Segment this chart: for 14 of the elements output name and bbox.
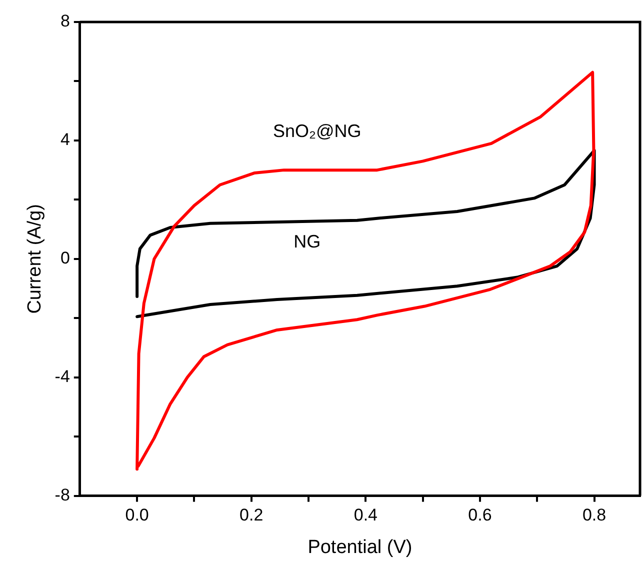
series-label: SnO₂@NG	[272, 121, 362, 142]
y-tick-label: 8	[60, 12, 70, 31]
y-tick-label: -4	[54, 367, 70, 386]
x-tick-label: 0.6	[468, 506, 492, 525]
y-tick-label: 4	[60, 130, 70, 150]
x-tick-label: 0.0	[125, 506, 149, 525]
series-label: NG	[294, 231, 321, 252]
x-tick-label: 0.8	[582, 506, 606, 525]
y-tick-label: 0	[60, 248, 70, 268]
x-tick-label: 0.4	[354, 506, 378, 525]
x-axis-title: Potential (V)	[308, 536, 412, 558]
y-tick-label: -8	[54, 485, 70, 504]
y-axis-title: Current (A/g)	[24, 204, 46, 314]
x-tick-label: 0.2	[240, 506, 264, 525]
